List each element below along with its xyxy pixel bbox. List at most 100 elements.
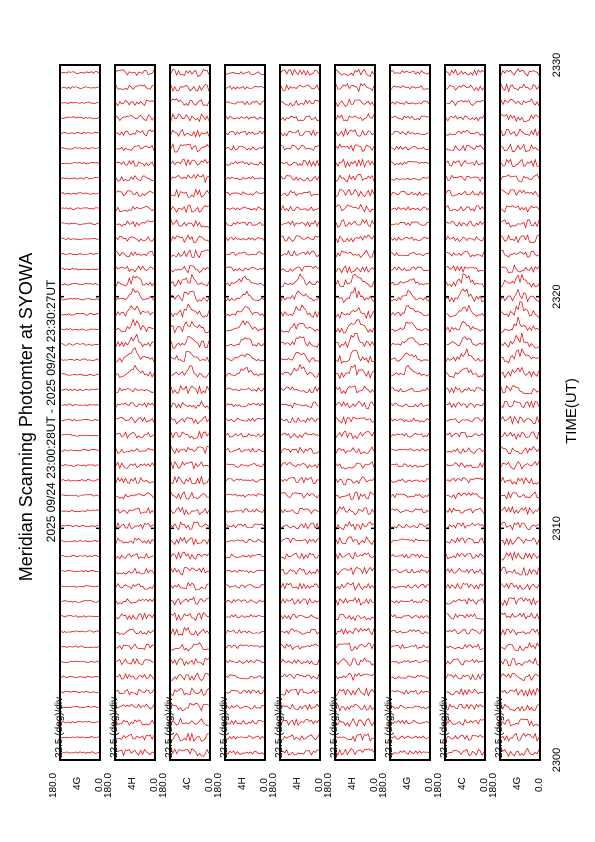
scan-trace bbox=[170, 491, 209, 501]
scan-trace bbox=[335, 127, 375, 138]
scan-trace bbox=[280, 235, 320, 242]
scan-trace bbox=[500, 703, 540, 712]
scan-trace bbox=[170, 234, 210, 243]
scan-trace bbox=[60, 207, 100, 210]
scan-trace bbox=[170, 415, 210, 425]
scan-trace bbox=[280, 322, 320, 333]
scan-trace bbox=[225, 538, 265, 543]
panel-3: 180.0 4C 0.0 22.5 (deg)/div bbox=[158, 64, 215, 798]
scan-trace bbox=[280, 68, 320, 77]
y-bottom-label: 0.0 bbox=[479, 778, 490, 792]
scan-trace bbox=[390, 704, 430, 710]
scan-trace bbox=[335, 747, 375, 756]
scan-trace bbox=[280, 477, 319, 484]
scan-trace bbox=[500, 445, 540, 455]
scan-trace bbox=[280, 115, 320, 122]
scan-trace bbox=[445, 401, 485, 409]
scan-trace bbox=[225, 674, 265, 680]
scan-trace bbox=[225, 236, 265, 242]
scan-trace bbox=[115, 688, 155, 696]
scan-trace bbox=[280, 351, 320, 363]
scan-trace bbox=[115, 364, 155, 378]
scan-trace bbox=[500, 158, 540, 168]
panel-frame bbox=[114, 64, 156, 761]
scan-trace bbox=[280, 99, 320, 107]
scan-trace bbox=[280, 219, 320, 228]
scan-trace bbox=[500, 672, 540, 682]
panel-frame bbox=[444, 64, 486, 761]
panel-frame bbox=[169, 64, 211, 761]
scan-trace bbox=[60, 403, 100, 407]
y-top-label: 180.0 bbox=[323, 773, 334, 798]
scan-trace bbox=[225, 290, 265, 302]
y-top-label: 180.0 bbox=[103, 773, 114, 798]
y-top-label: 180.0 bbox=[488, 773, 499, 798]
scan-trace bbox=[170, 642, 210, 652]
scan-trace bbox=[390, 115, 430, 121]
scan-trace bbox=[280, 363, 320, 378]
scan-trace bbox=[390, 448, 430, 452]
scan-trace bbox=[335, 143, 375, 153]
scan-trace bbox=[170, 506, 210, 516]
scan-trace bbox=[60, 720, 100, 724]
scan-trace bbox=[335, 364, 375, 380]
scan-trace bbox=[500, 288, 540, 303]
scan-trace bbox=[390, 583, 430, 589]
scan-trace bbox=[500, 113, 540, 123]
scan-trace bbox=[115, 567, 155, 575]
scan-trace bbox=[500, 68, 540, 77]
scan-trace bbox=[390, 568, 430, 574]
scan-trace bbox=[500, 189, 540, 198]
scan-trace bbox=[390, 463, 430, 468]
scan-trace bbox=[225, 432, 265, 438]
scan-trace bbox=[445, 235, 485, 243]
scan-trace bbox=[500, 205, 540, 213]
scan-trace bbox=[225, 493, 265, 498]
scan-trace bbox=[170, 142, 210, 153]
scan-trace bbox=[60, 524, 100, 528]
scan-trace bbox=[60, 630, 100, 634]
scan-trace bbox=[445, 492, 485, 500]
y-top-label: 180.0 bbox=[378, 773, 389, 798]
scan-trace bbox=[390, 352, 430, 362]
channel-label: 4H bbox=[237, 777, 248, 790]
scan-trace bbox=[225, 735, 265, 740]
scan-trace bbox=[115, 552, 155, 560]
scan-trace bbox=[500, 566, 540, 576]
scan-trace bbox=[225, 599, 265, 604]
y-bottom-label: 0.0 bbox=[534, 778, 545, 792]
scan-trace bbox=[60, 116, 100, 120]
scan-trace bbox=[390, 337, 430, 346]
scan-trace bbox=[280, 522, 320, 530]
scan-trace bbox=[225, 387, 265, 392]
scan-trace bbox=[445, 320, 485, 334]
panel-7: 180.0 4G 0.0 22.5 (deg)/div bbox=[378, 64, 435, 798]
scan-trace bbox=[445, 507, 485, 514]
scan-trace bbox=[445, 288, 485, 303]
scan-trace bbox=[390, 251, 430, 257]
scan-trace bbox=[500, 460, 540, 470]
scan-trace bbox=[225, 319, 265, 332]
scan-trace bbox=[170, 551, 210, 560]
scan-trace bbox=[445, 129, 485, 137]
scan-trace bbox=[115, 69, 155, 77]
scan-trace bbox=[170, 249, 210, 259]
scan-trace bbox=[500, 628, 540, 636]
scan-trace bbox=[115, 84, 155, 91]
channel-label: 4H bbox=[347, 777, 358, 790]
scan-trace bbox=[280, 688, 320, 696]
panel-9: 180.0 4G 0.0 22.5 (deg)/div bbox=[488, 64, 545, 798]
scan-trace bbox=[445, 718, 485, 726]
scan-trace bbox=[170, 188, 210, 199]
y-top-label: 180.0 bbox=[158, 773, 169, 798]
scan-trace bbox=[500, 316, 540, 334]
scan-trace bbox=[170, 400, 210, 410]
scan-trace bbox=[170, 445, 210, 455]
scan-trace bbox=[500, 400, 540, 409]
scan-trace bbox=[335, 581, 375, 591]
scan-trace bbox=[60, 418, 100, 422]
scan-trace bbox=[115, 387, 155, 394]
scan-trace bbox=[170, 335, 210, 349]
scan-trace bbox=[445, 115, 485, 122]
scan-trace bbox=[280, 508, 320, 515]
